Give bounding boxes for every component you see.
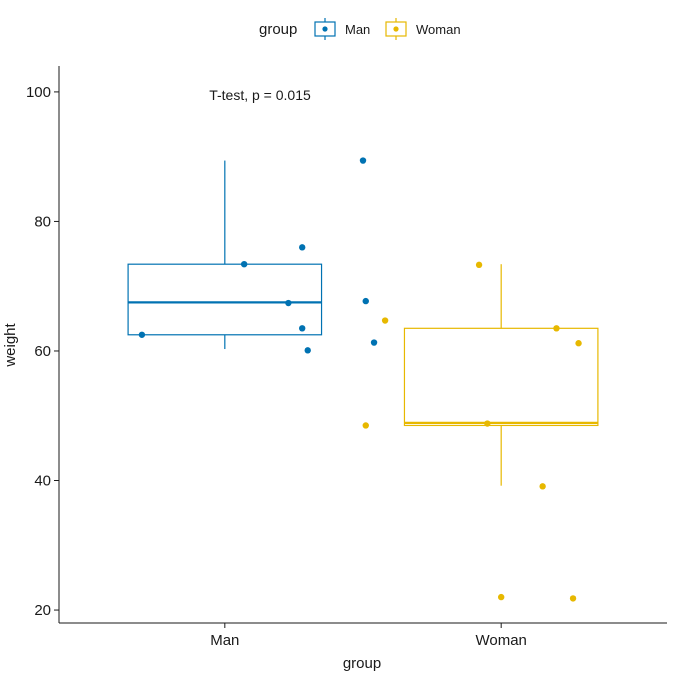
y-tick-label: 40 — [34, 473, 51, 490]
legend-item-woman: Woman — [385, 18, 461, 40]
point-man — [138, 331, 146, 338]
legend-title: group — [259, 21, 297, 38]
legend-key-man-point — [322, 26, 328, 32]
y-tick-label: 80 — [34, 213, 51, 230]
legend-label-woman: Woman — [416, 22, 461, 37]
point-woman — [381, 317, 389, 324]
legend: group Man Woman — [259, 18, 461, 40]
x-axis-title: group — [343, 655, 381, 672]
point-woman — [484, 420, 491, 427]
y-tick-label: 20 — [34, 602, 51, 619]
point-man — [359, 157, 367, 164]
y-ticks: 20 40 60 80 100 — [26, 84, 59, 619]
points — [138, 157, 582, 602]
point-man — [285, 299, 292, 307]
x-ticks: Man Woman — [210, 623, 527, 649]
y-tick-label: 100 — [26, 84, 51, 101]
point-woman — [497, 593, 505, 601]
legend-key-woman-point — [393, 26, 399, 32]
point-woman — [553, 325, 560, 332]
point-man — [362, 297, 369, 305]
legend-label-man: Man — [345, 22, 370, 37]
point-man — [299, 325, 306, 332]
legend-item-man: Man — [314, 18, 370, 40]
point-woman — [539, 483, 546, 490]
x-tick-label: Woman — [475, 632, 526, 649]
ttest-annotation: T-test, p = 0.015 — [209, 87, 311, 103]
point-woman — [475, 261, 483, 269]
point-woman — [575, 340, 582, 347]
point-man — [304, 347, 311, 354]
x-tick-label: Man — [210, 632, 239, 649]
box-woman — [403, 327, 599, 427]
y-axis-title: weight — [2, 322, 19, 367]
boxes — [127, 160, 599, 486]
point-woman — [569, 595, 577, 602]
point-man — [299, 244, 306, 251]
point-man — [370, 339, 378, 346]
box-man — [127, 263, 323, 336]
y-tick-label: 60 — [34, 343, 51, 360]
point-man — [240, 260, 248, 268]
point-woman — [362, 422, 369, 429]
